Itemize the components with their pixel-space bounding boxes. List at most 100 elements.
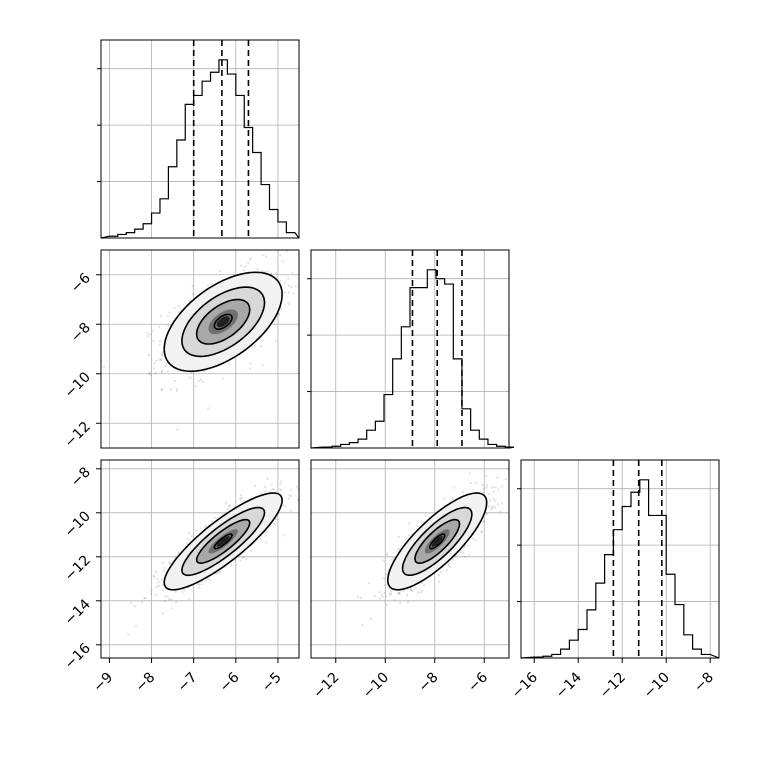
scatter-point: [280, 480, 283, 483]
scatter-point: [204, 524, 207, 527]
scatter-point: [288, 303, 291, 306]
scatter-point: [420, 520, 423, 524]
scatter-point: [397, 592, 400, 595]
scatter-point: [279, 483, 282, 486]
scatter-point: [496, 476, 499, 479]
scatter-point: [248, 258, 251, 261]
scatter-point: [133, 605, 136, 608]
scatter-point: [386, 569, 389, 572]
scatter-point: [468, 472, 472, 475]
contour-line-4: [429, 533, 446, 550]
scatter-point: [397, 591, 400, 594]
scatter-point: [155, 586, 158, 589]
contour-line-4: [213, 533, 233, 550]
scatter-point: [156, 578, 159, 581]
scatter-point: [227, 504, 230, 507]
scatter-point: [485, 484, 488, 487]
scatter-point: [209, 579, 212, 582]
scatter-point: [411, 589, 414, 592]
scatter-point: [500, 485, 503, 488]
scatter-point: [239, 494, 243, 497]
scatter-point: [384, 583, 387, 587]
histogram-step-line: [100, 59, 300, 239]
scatter-point: [499, 510, 502, 513]
scatter-point: [468, 553, 471, 556]
density-level-5: [216, 536, 230, 547]
scatter-point: [295, 485, 298, 488]
scatter-point: [285, 505, 288, 508]
y-tick-label: −6: [68, 270, 94, 296]
scatter-point: [419, 591, 422, 594]
scatter-point: [201, 583, 204, 586]
scatter-point: [227, 507, 230, 510]
scatter-point: [397, 549, 400, 552]
x-tick-label: −14: [553, 669, 585, 701]
scatter-point: [254, 485, 257, 488]
scatter-point: [385, 572, 388, 575]
scatter-point: [157, 325, 161, 328]
scatter-point: [438, 574, 441, 577]
contour-line-2: [181, 506, 266, 577]
x-tick-label: −6: [465, 669, 491, 695]
scatter-point: [279, 279, 282, 282]
scatter-point: [407, 534, 411, 537]
scatter-point: [228, 504, 231, 508]
scatter-point: [211, 519, 214, 523]
scatter-point: [239, 559, 242, 562]
scatter-point: [260, 492, 263, 495]
x-tick-label: −12: [597, 670, 629, 702]
scatter-point: [265, 541, 268, 544]
contour-line-1: [386, 492, 488, 591]
scatter-panel-3-2: [310, 459, 510, 659]
scatter-point: [224, 501, 227, 504]
panel-frame: [100, 39, 300, 239]
panel-frame: [100, 249, 300, 449]
scatter-point: [361, 623, 364, 627]
histogram-panel-1: [97, 39, 300, 239]
scatter-point: [485, 513, 488, 516]
scatter-point: [199, 378, 203, 381]
scatter-point: [174, 379, 177, 382]
contour-line-4: [213, 313, 233, 330]
scatter-point: [280, 306, 283, 309]
scatter-point: [168, 562, 171, 565]
scatter-point: [265, 531, 268, 534]
scatter-point: [166, 315, 169, 318]
scatter-point: [279, 254, 282, 257]
scatter-point: [398, 547, 401, 551]
scatter-point: [177, 370, 180, 373]
scatter-point: [239, 497, 242, 501]
scatter-point: [218, 269, 221, 273]
scatter-point: [262, 253, 265, 257]
scatter-point: [262, 364, 265, 367]
scatter-point: [146, 332, 149, 335]
scatter-point: [160, 371, 163, 374]
scatter-point: [287, 497, 290, 500]
scatter-point: [253, 344, 256, 347]
scatter-point: [170, 598, 173, 601]
scatter-point: [150, 588, 153, 592]
scatter-point: [385, 603, 388, 606]
scatter-point: [190, 535, 194, 538]
scatter-point: [228, 363, 231, 366]
scatter-point: [153, 575, 156, 579]
scatter-point: [271, 488, 274, 491]
scatter-point: [218, 571, 221, 575]
scatter-point: [420, 589, 423, 592]
scatter-point: [161, 369, 164, 373]
scatter-point: [140, 600, 143, 604]
scatter-point: [283, 534, 286, 537]
y-tick-label: −12: [62, 552, 94, 584]
contour-line-3: [195, 518, 251, 565]
scatter-point: [402, 589, 405, 592]
scatter-point: [147, 335, 150, 338]
density-level-5: [431, 536, 443, 547]
scatter-point: [155, 594, 158, 597]
y-tick-label: −10: [62, 508, 94, 540]
scatter-point: [285, 250, 288, 253]
scatter-point: [275, 339, 278, 342]
contour-line-2: [401, 506, 473, 576]
scatter-point: [504, 478, 507, 481]
scatter-point: [409, 588, 412, 591]
scatter-point: [148, 371, 152, 374]
